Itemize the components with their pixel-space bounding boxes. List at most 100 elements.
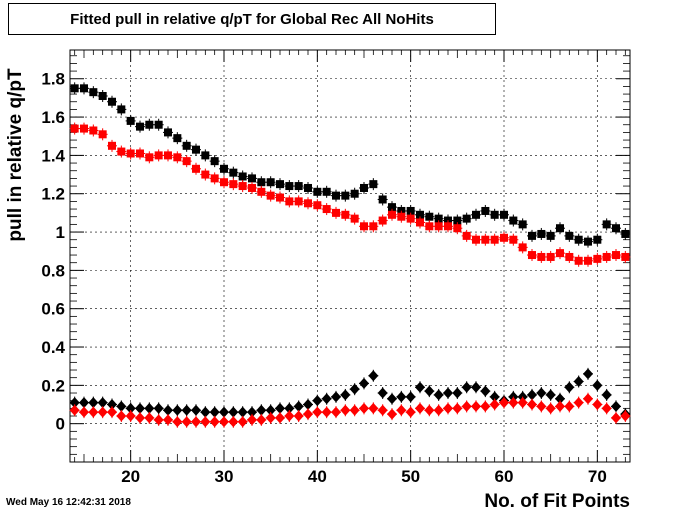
y-tick-label: 0.6 — [41, 300, 65, 319]
diamond-marker — [359, 402, 369, 414]
square-marker — [416, 210, 424, 219]
square-marker — [173, 134, 182, 143]
square-marker — [434, 214, 443, 223]
square-marker — [210, 157, 219, 166]
diamond-marker — [247, 406, 257, 418]
square-marker — [518, 220, 527, 229]
diamond-marker — [452, 387, 463, 399]
timestamp: Wed May 16 12:42:31 2018 — [6, 497, 131, 508]
diamond-marker — [209, 406, 220, 418]
diamond-marker — [125, 410, 136, 422]
square-marker — [332, 208, 340, 217]
square-marker — [285, 182, 294, 191]
diamond-marker — [144, 402, 155, 414]
square-marker — [612, 251, 620, 260]
diamond-marker — [396, 391, 407, 403]
square-marker — [276, 193, 284, 202]
diamond-marker — [79, 397, 89, 409]
diamond-marker — [368, 370, 379, 382]
x-axis-label: No. of Fit Points — [484, 491, 630, 512]
square-marker — [397, 212, 406, 221]
diamond-marker — [200, 416, 211, 428]
diamond-marker — [415, 381, 425, 393]
y-tick-label: 0.2 — [41, 376, 65, 395]
square-marker — [182, 141, 191, 150]
diamond-marker — [340, 404, 351, 416]
square-marker — [378, 216, 387, 225]
diamond-marker — [415, 402, 425, 414]
diamond-marker — [321, 406, 332, 418]
square-marker — [528, 251, 536, 260]
square-marker — [593, 254, 602, 263]
square-marker — [584, 256, 592, 265]
square-marker — [173, 153, 182, 162]
square-marker — [89, 126, 98, 135]
diamond-marker — [611, 412, 621, 424]
diamond-marker — [219, 416, 229, 428]
diamond-marker — [480, 385, 491, 397]
x-tick-label: 30 — [215, 467, 234, 486]
square-marker — [322, 205, 331, 214]
chart-title-box: Fitted pull in relative q/pT for Global … — [8, 3, 496, 35]
square-marker — [80, 84, 88, 93]
square-marker — [192, 145, 200, 154]
square-marker — [238, 172, 247, 181]
diamond-marker — [79, 406, 89, 418]
diamond-marker — [564, 400, 575, 412]
plot-frame — [69, 49, 631, 463]
square-marker — [472, 210, 480, 219]
diamond-marker — [424, 404, 435, 416]
diamond-marker — [228, 416, 239, 428]
diamond-marker — [424, 385, 435, 397]
diamond-marker — [97, 406, 108, 418]
diamond-marker — [331, 406, 341, 418]
diamond-marker — [144, 412, 155, 424]
square-marker — [201, 170, 210, 179]
square-marker — [612, 224, 620, 233]
diamond-marker — [405, 391, 416, 403]
diamond-marker — [545, 402, 556, 414]
square-marker — [70, 124, 79, 133]
diamond-marker — [153, 402, 164, 414]
square-marker — [537, 252, 546, 261]
diamond-marker — [405, 406, 416, 418]
diamond-marker — [219, 406, 229, 418]
diamond-marker — [340, 389, 351, 401]
square-marker — [518, 243, 527, 252]
x-tick-label: 60 — [495, 467, 514, 486]
y-tick-label: 1.2 — [41, 185, 65, 204]
diamond-marker — [611, 400, 621, 412]
square-marker — [556, 224, 564, 233]
diamond-marker — [284, 410, 295, 422]
square-marker — [266, 178, 275, 187]
diamond-marker — [293, 400, 304, 412]
diamond-marker — [181, 416, 192, 428]
square-marker — [360, 222, 368, 231]
square-marker — [276, 180, 284, 189]
square-marker — [145, 153, 154, 162]
square-marker — [294, 182, 303, 191]
diamond-marker — [163, 414, 173, 426]
y-tick-label: 0 — [56, 415, 65, 434]
diamond-marker — [517, 397, 528, 409]
diamond-marker — [135, 402, 145, 414]
square-marker — [602, 220, 611, 229]
diamond-marker — [368, 402, 379, 414]
diamond-marker — [527, 399, 537, 411]
square-marker — [537, 229, 546, 238]
diamond-marker — [471, 381, 481, 393]
diamond-marker — [433, 389, 444, 401]
diamond-marker — [265, 404, 276, 416]
square-marker — [425, 212, 434, 221]
square-marker — [98, 91, 107, 100]
square-marker — [89, 88, 98, 97]
diamond-marker — [499, 397, 509, 409]
square-marker — [248, 174, 256, 183]
diamond-marker — [508, 397, 519, 409]
diamond-marker — [228, 406, 239, 418]
square-marker — [248, 183, 256, 192]
square-marker — [154, 120, 163, 129]
square-marker — [192, 164, 200, 173]
square-marker — [313, 201, 322, 210]
diamond-marker — [237, 416, 248, 428]
